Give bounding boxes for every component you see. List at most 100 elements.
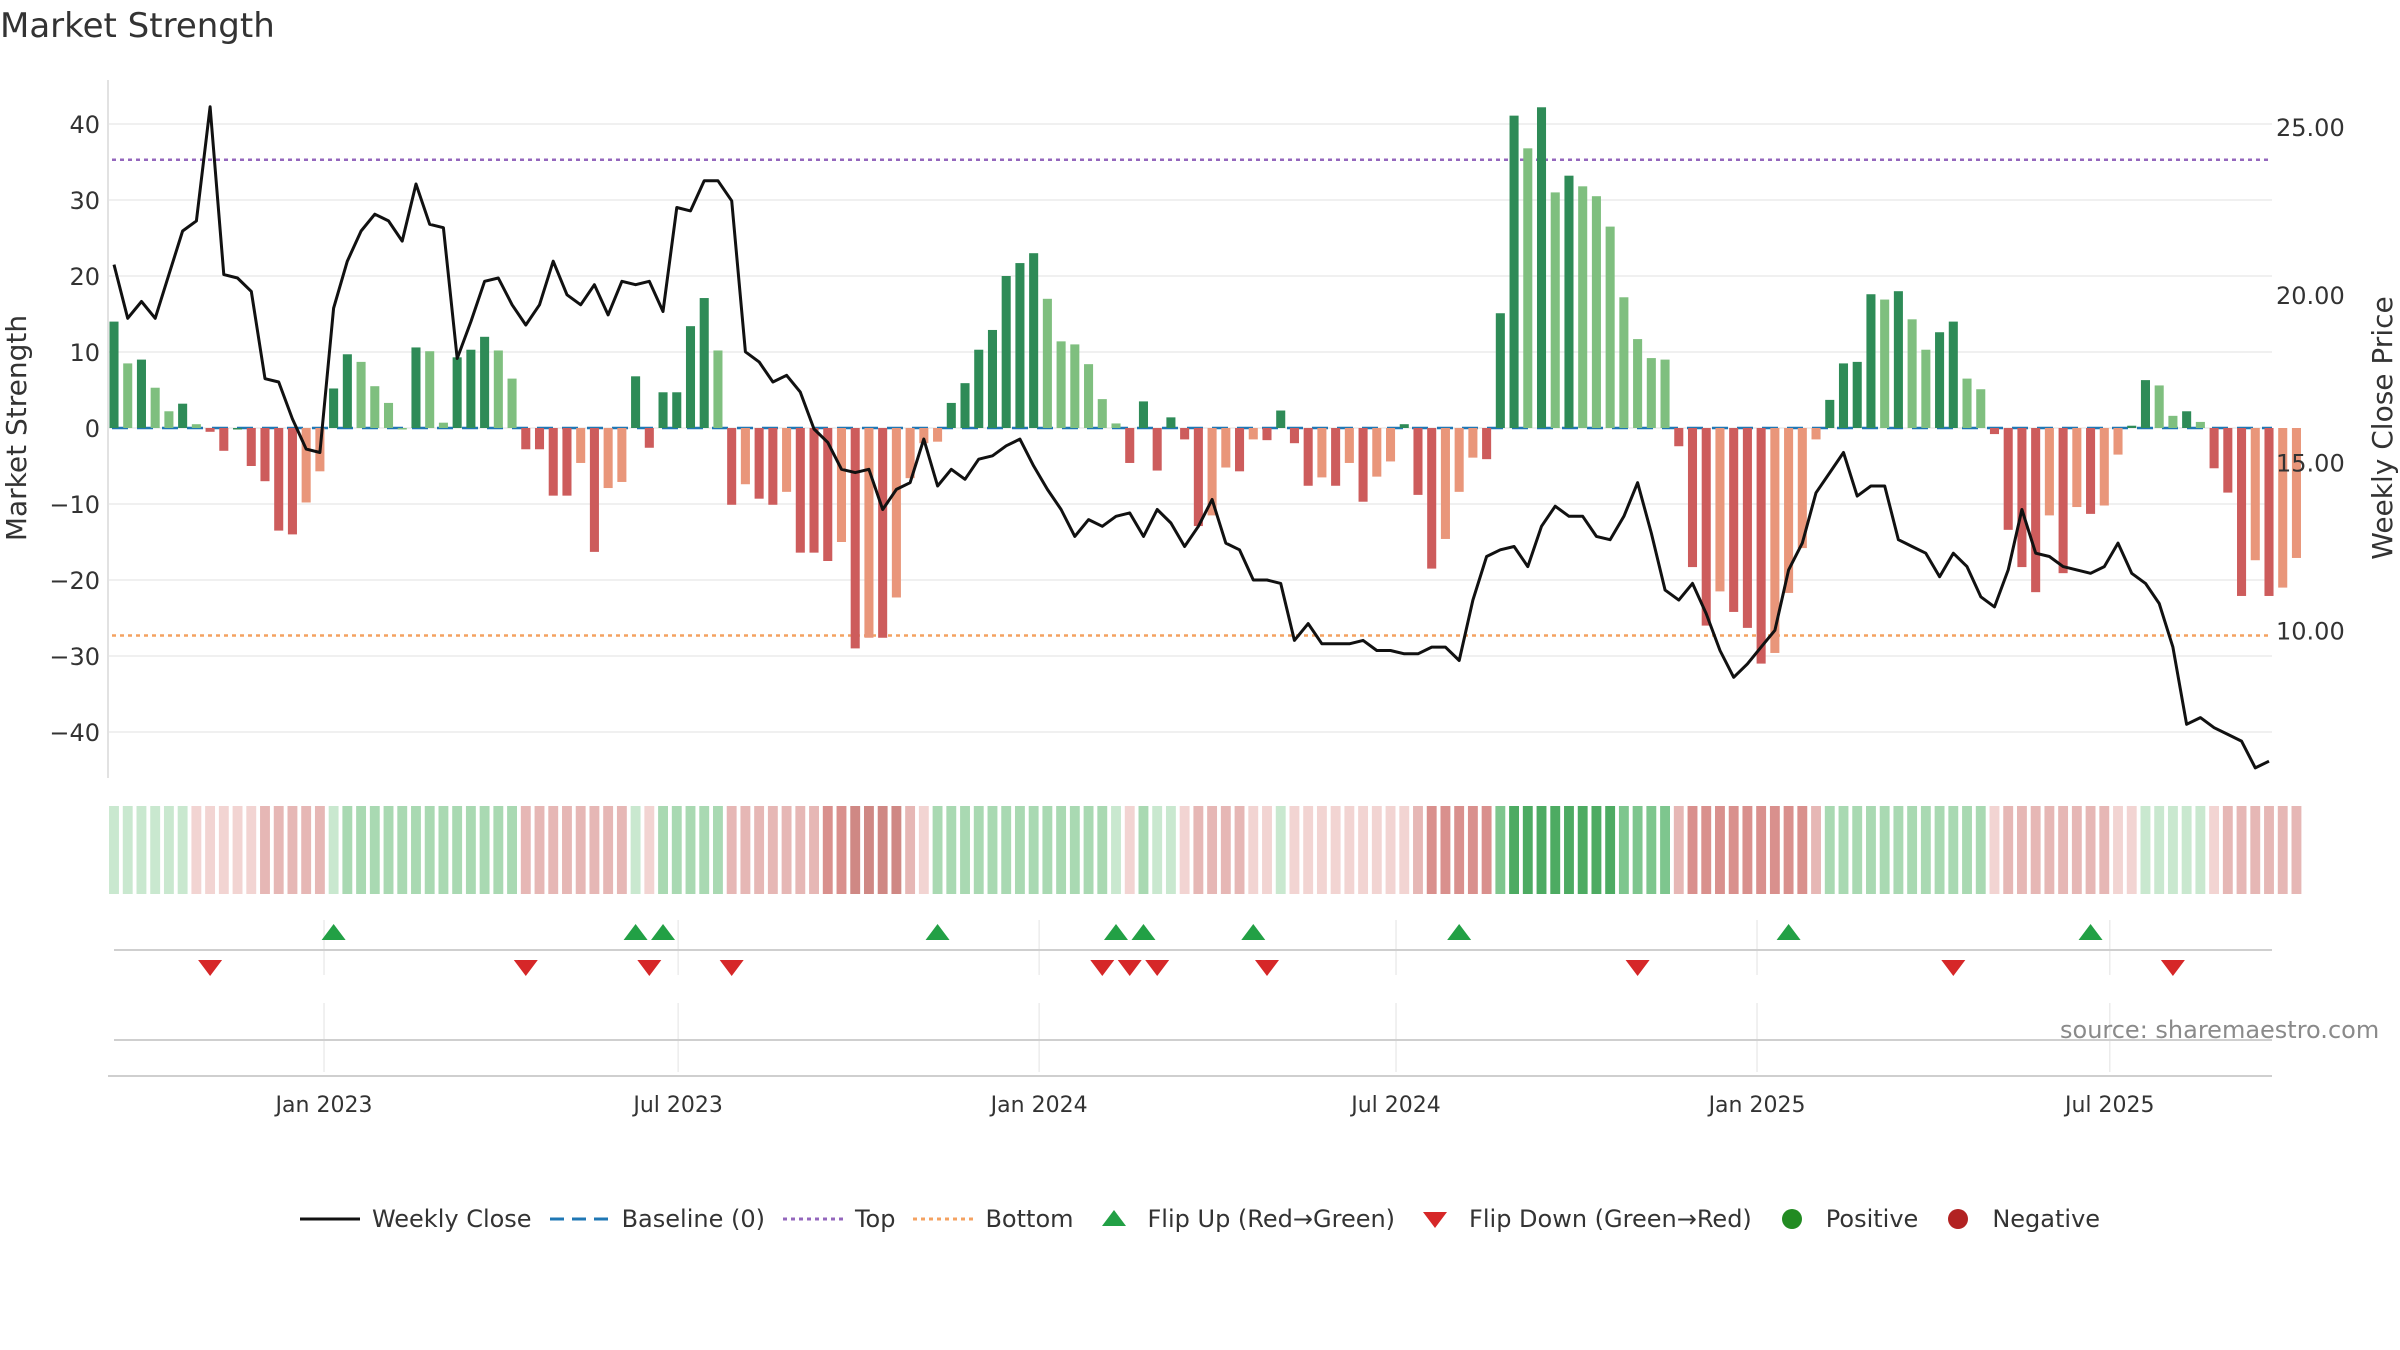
regime-cell [1330,806,1341,894]
strength-bar [2072,428,2082,508]
regime-cell [1440,806,1451,894]
regime-cell [1399,806,1410,894]
regime-cell [369,806,380,894]
x-tick-label: Jul 2023 [631,1093,723,1118]
regime-cell [2195,806,2206,894]
regime-cell [713,806,723,894]
regime-cell [534,806,545,894]
strength-bar [631,376,641,428]
strength-bar [205,428,215,432]
regime-cell [987,806,998,894]
strength-bar [987,329,998,428]
regime-cell [2154,806,2165,894]
strength-bar [878,428,888,638]
flip-up-marker [321,924,346,940]
regime-cell [630,806,641,894]
strength-bar [274,428,284,531]
flip-up-marker [1776,924,1801,940]
strength-bar [1111,423,1121,428]
strength-bar [2278,428,2288,588]
source-credit: source: sharemaestro.com [2060,1016,2380,1044]
strength-bar [891,428,901,598]
y-tick-label: 20 [69,263,100,291]
regime-cell [1467,806,1478,894]
regime-cell [1756,806,1767,894]
strength-bar [246,428,256,466]
strength-bar [411,347,421,428]
strength-bar [933,428,943,442]
regime-cell [1358,806,1369,894]
regime-cell [1728,806,1739,894]
regime-cell [2058,806,2069,894]
strength-bar [1084,364,1094,428]
strength-bar [191,424,201,428]
regime-cell [589,806,600,894]
regime-cell [1962,806,1972,894]
regime-cell [452,806,463,894]
strength-bar [727,428,737,505]
flip-up-icon [1101,1210,1126,1226]
strength-bar [1701,428,1711,626]
regime-cell [2222,806,2233,894]
flip-up-marker [651,924,676,940]
x-tick-label: Jan 2025 [1707,1093,1806,1118]
strength-bar [123,363,133,428]
legend-item-negative: Negative [1936,1205,2100,1233]
flip-up-marker [2078,924,2103,940]
strength-bar [782,428,792,492]
flip-down-marker [513,960,538,976]
regime-cell [2085,806,2096,894]
regime-cell [726,806,737,894]
regime-cell [1783,806,1794,894]
strength-bar [809,428,819,553]
regime-cell [301,806,312,894]
regime-cell [1234,806,1245,894]
regime-cell [1413,806,1423,894]
regime-cell [1344,806,1355,894]
regime-cell [575,806,586,894]
regime-cell [1893,806,1904,894]
regime-cell [2126,806,2137,894]
strength-bar [1358,428,1368,502]
regime-cell [479,806,490,894]
regime-cell [836,806,847,894]
regime-cell [1495,806,1506,894]
regime-cell [1522,806,1533,894]
y-axis-label: Market Strength [0,315,33,541]
regime-cell [548,806,559,894]
strength-bar [2031,428,2041,593]
regime-cell [973,806,984,894]
regime-cell [1687,806,1698,894]
strength-bar [1880,299,1890,428]
strength-bar [2086,428,2096,514]
regime-cell [2291,806,2302,894]
regime-cell [520,806,531,894]
legend-item-positive: Positive [1770,1205,1918,1233]
strength-bar [438,422,448,428]
legend-item-bottom: Bottom [913,1205,1074,1233]
axes: 40 30 20 10 0 −10 −20 −30 −40 25.00 20.00 15.00 10.0… [49,80,2345,1118]
strength-bar [1262,428,1272,441]
strength-bar [1138,401,1148,428]
regime-cell [1069,806,1080,894]
regime-cell [1275,806,1286,894]
strength-bar [1825,399,1835,428]
strength-bar [1674,428,1684,447]
strength-bar [658,392,668,428]
weekly-close-line [112,105,2270,770]
regime-cell [1879,806,1890,894]
strength-bar [329,388,339,428]
regime-cell [1165,806,1176,894]
regime-cell [397,806,408,894]
regime-cell [1605,806,1616,894]
strength-bar [1811,428,1821,440]
regime-cell [2016,806,2027,894]
strength-bar [1784,428,1794,593]
strength-bar [2058,428,2068,574]
strength-bar [1221,428,1231,468]
legend-label: Flip Up (Red→Green) [1147,1205,1396,1233]
flip-up-marker [925,924,950,940]
strength-bar [507,378,517,428]
strength-bar [233,428,243,430]
strength-bar [919,428,929,444]
